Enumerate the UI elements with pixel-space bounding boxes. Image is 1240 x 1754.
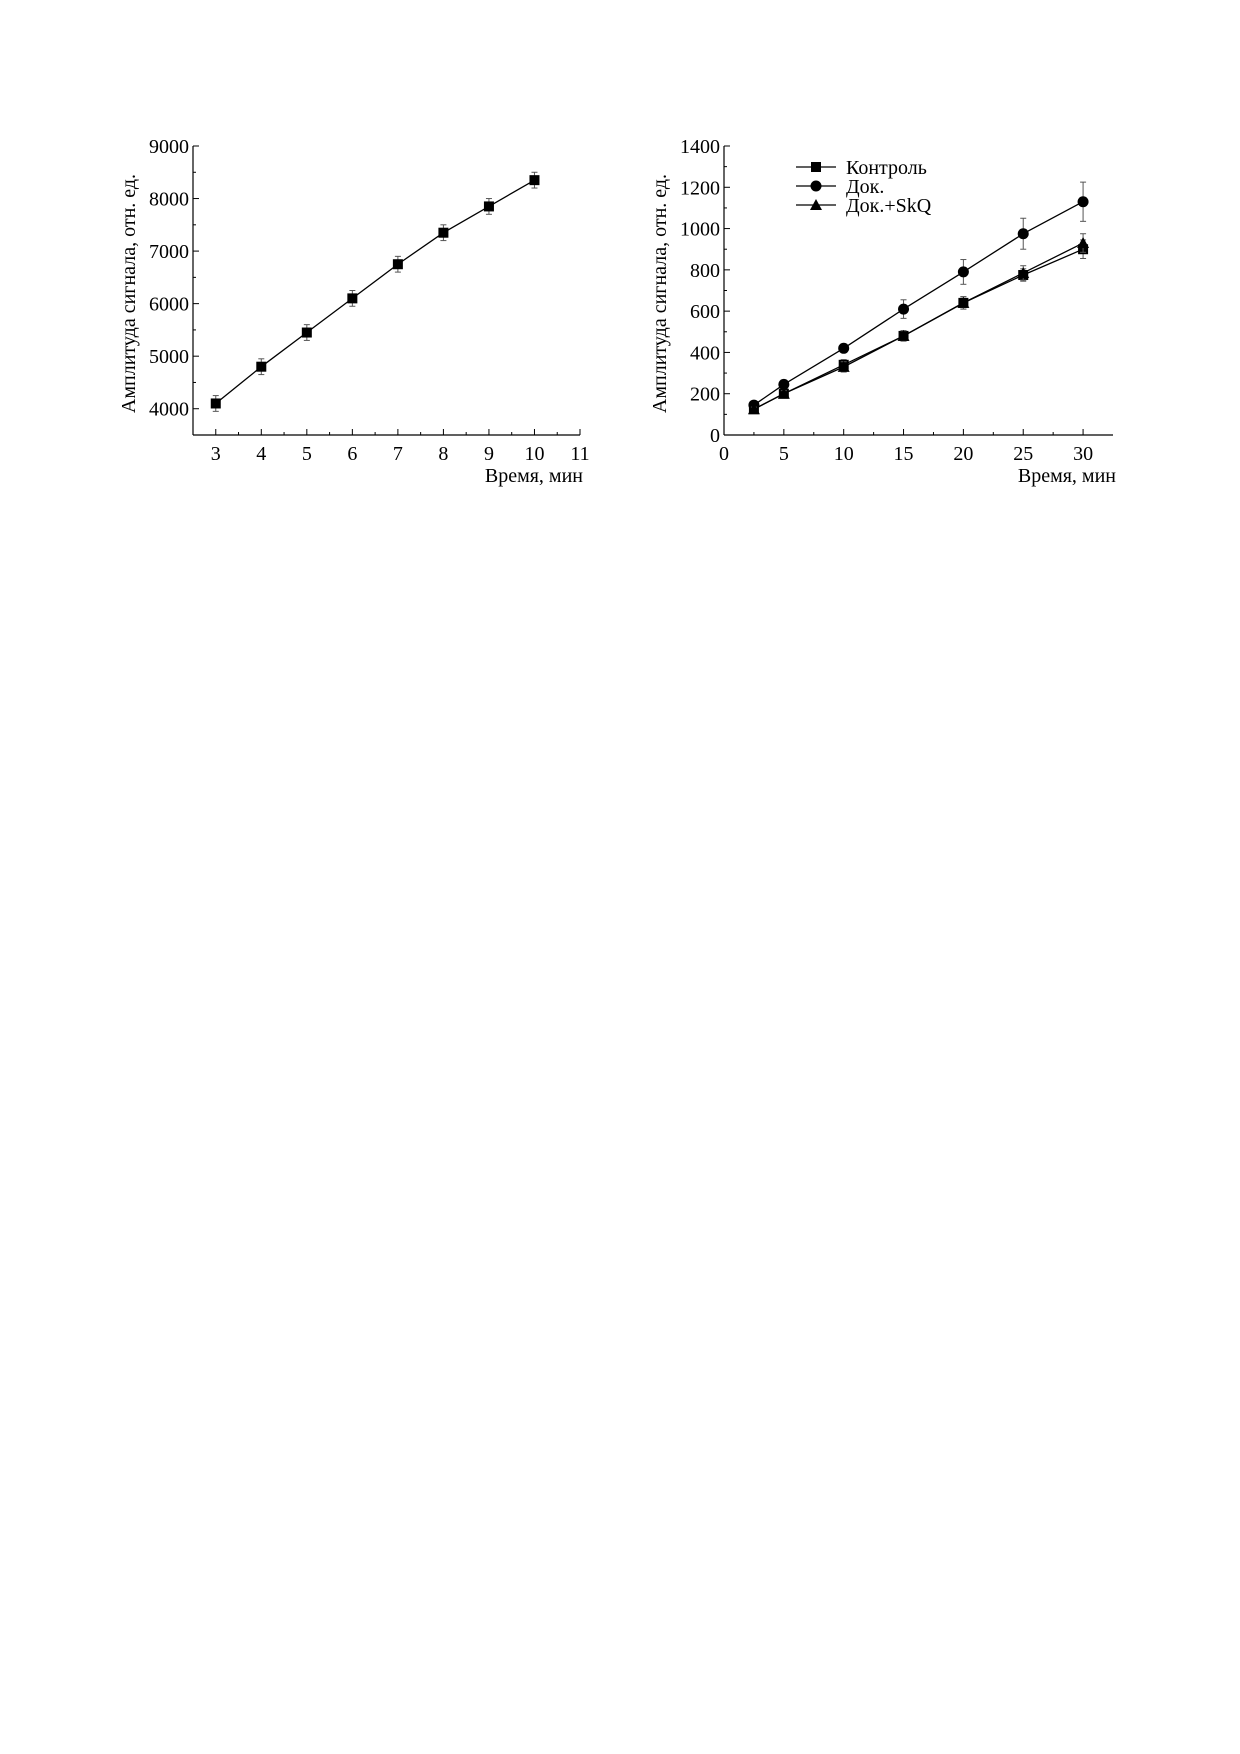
data-point: [837, 360, 850, 372]
data-point: [1077, 237, 1090, 249]
x-tick-label: 9: [484, 443, 494, 465]
y-axis-label: Амплитуда сигнала, отн. ед.: [118, 174, 140, 413]
data-point: [301, 327, 312, 338]
x-tick-label: 8: [438, 443, 448, 465]
x-tick-label: 30: [1073, 443, 1093, 465]
y-tick-label: 1000: [680, 219, 720, 241]
y-tick-label: 0: [710, 425, 720, 447]
x-tick-label: 7: [393, 443, 403, 465]
legend-marker: [810, 180, 822, 192]
y-tick-label: 4000: [149, 399, 189, 421]
x-tick-label: 11: [570, 443, 589, 465]
data-point: [957, 266, 969, 278]
legend-marker: [810, 199, 822, 210]
series-line: [753, 201, 1084, 406]
x-axis-label: Время, мин: [1018, 465, 1116, 487]
data-point: [747, 403, 760, 415]
y-tick-label: 1200: [680, 177, 720, 199]
series-Док.+SkQ: [747, 233, 1090, 415]
data-point: [392, 259, 403, 270]
data-point: [777, 387, 790, 399]
x-tick-label: 4: [256, 443, 266, 465]
y-tick-label: 800: [690, 260, 720, 282]
data-point: [347, 293, 358, 304]
data-point: [957, 296, 970, 308]
legend-marker: [811, 162, 821, 172]
legend-label: Док.: [846, 176, 884, 198]
data-point: [897, 329, 910, 341]
y-tick-label: 8000: [149, 189, 189, 211]
data-point: [1017, 266, 1030, 278]
y-tick-label: 400: [690, 342, 720, 364]
x-axis-label: Время, мин: [485, 465, 583, 487]
x-tick-label: 5: [779, 443, 789, 465]
data-point: [1017, 228, 1029, 240]
y-tick-label: 200: [690, 384, 720, 406]
data-point: [1077, 196, 1089, 208]
y-tick-label: 9000: [149, 136, 189, 158]
series-Док.: [748, 181, 1089, 411]
x-tick-label: 25: [1013, 443, 1033, 465]
chart-2: 0 5 10 15 20 25 30 0 200 400 600 800 1000 1200 1400 Вре…: [649, 136, 1116, 487]
y-tick-label: 5000: [149, 346, 189, 368]
x-tick-label: 6: [347, 443, 357, 465]
data-point: [438, 227, 449, 238]
y-tick-label: 600: [690, 301, 720, 323]
y-tick-label: 6000: [149, 294, 189, 316]
series-data: [210, 171, 540, 412]
data-point: [898, 303, 910, 315]
x-tick-label: 20: [953, 443, 973, 465]
series-line: [215, 179, 535, 404]
legend-label: Контроль: [846, 157, 927, 179]
x-tick-label: 3: [211, 443, 221, 465]
data-point: [210, 398, 221, 409]
y-tick-label: 1400: [680, 136, 720, 158]
chart-1: 3 4 5 6 7 8 9 10 11 4000 5000 6000 7000 8000 9000 Время…: [118, 136, 590, 487]
x-tick-label: 15: [894, 443, 914, 465]
x-tick-label: 0: [719, 443, 729, 465]
x-tick-label: 10: [834, 443, 854, 465]
data-point: [529, 175, 540, 186]
x-tick-label: 10: [524, 443, 544, 465]
data-point: [778, 378, 790, 390]
legend-label: Док.+SkQ: [846, 195, 932, 217]
data-point: [838, 342, 850, 354]
y-tick-label: 7000: [149, 241, 189, 263]
x-tick-label: 5: [302, 443, 312, 465]
data-point: [483, 201, 494, 212]
data-point: [256, 361, 267, 372]
y-axis-label: Амплитуда сигнала, отн. ед.: [649, 174, 671, 413]
